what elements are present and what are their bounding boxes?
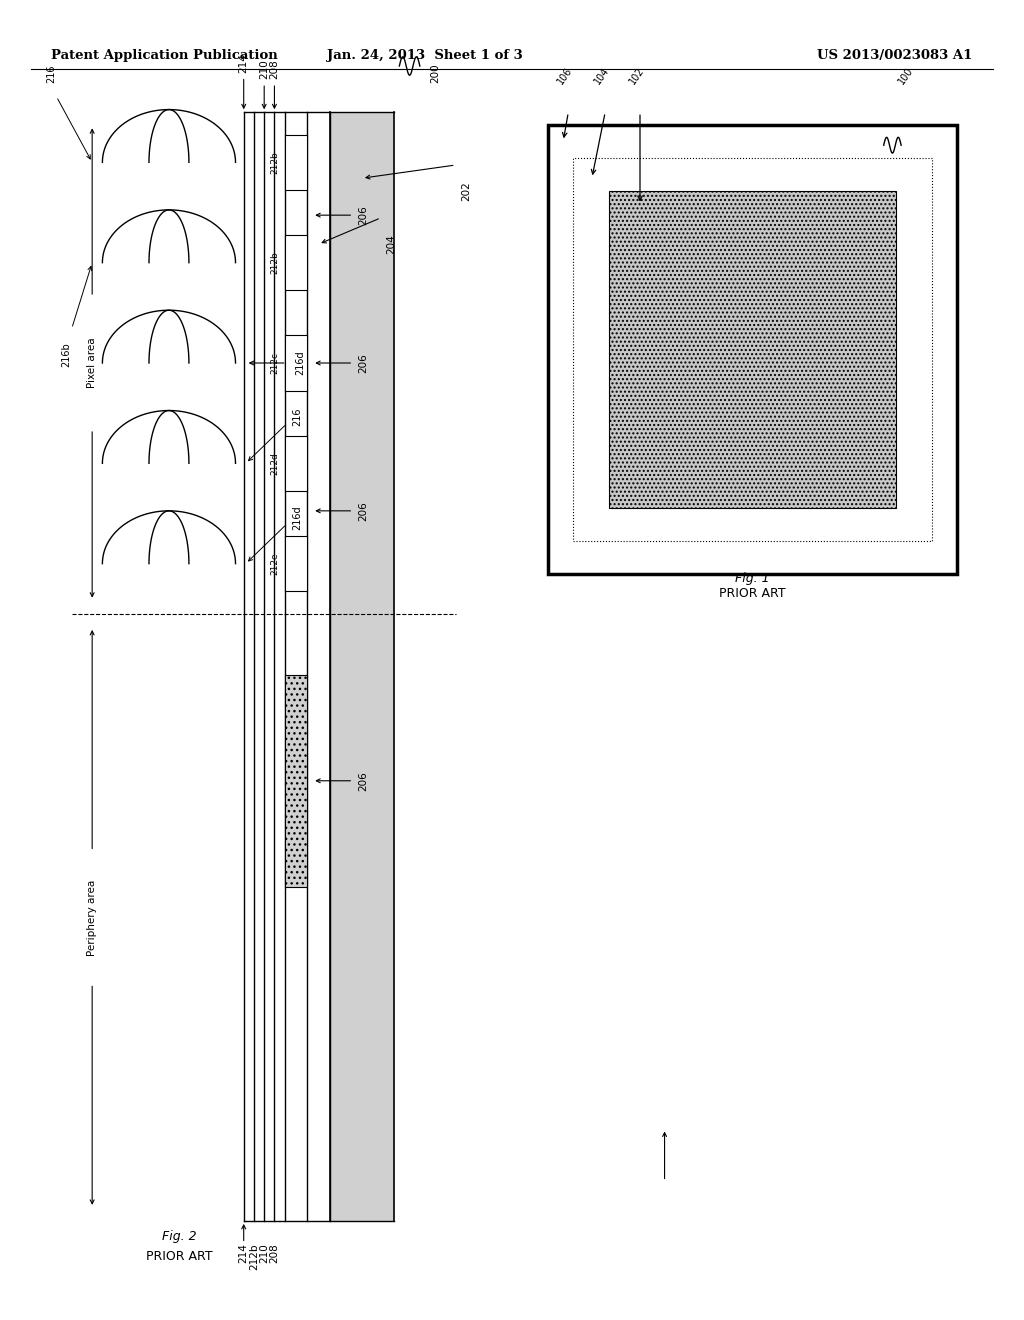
Text: 216: 216: [292, 408, 302, 426]
Text: 214: 214: [239, 1243, 249, 1263]
Text: 200: 200: [430, 63, 440, 83]
Text: 210: 210: [259, 59, 269, 79]
Bar: [285, 536, 307, 591]
Text: Pixel area: Pixel area: [87, 338, 97, 388]
Text: 212c: 212c: [270, 352, 279, 374]
Text: 206: 206: [358, 771, 369, 791]
Text: 208: 208: [269, 59, 280, 79]
Bar: [548, 125, 957, 574]
Text: 216: 216: [46, 65, 56, 83]
Bar: [285, 436, 307, 491]
Text: 212e: 212e: [270, 552, 279, 576]
Bar: [573, 158, 932, 541]
Text: 212d: 212d: [270, 451, 279, 475]
Text: Patent Application Publication: Patent Application Publication: [51, 49, 278, 62]
Text: 206: 206: [358, 502, 369, 520]
Text: Fig. 2: Fig. 2: [162, 1230, 197, 1243]
Text: 106: 106: [556, 65, 574, 86]
Text: 212b: 212b: [270, 251, 279, 275]
Text: 204: 204: [386, 235, 396, 253]
Bar: [285, 135, 307, 190]
Bar: [285, 675, 307, 887]
Text: 104: 104: [593, 65, 611, 86]
Text: 208: 208: [269, 1243, 280, 1263]
Text: 206: 206: [358, 206, 369, 224]
Text: 216d: 216d: [295, 351, 305, 375]
Bar: [285, 335, 307, 391]
Text: 212b: 212b: [270, 150, 279, 174]
Bar: [609, 191, 896, 508]
Text: 202: 202: [461, 182, 471, 201]
Text: Jan. 24, 2013  Sheet 1 of 3: Jan. 24, 2013 Sheet 1 of 3: [327, 49, 523, 62]
Text: Fig. 1: Fig. 1: [735, 572, 770, 585]
Text: 214: 214: [239, 53, 249, 73]
Bar: [285, 235, 307, 290]
Text: PRIOR ART: PRIOR ART: [719, 587, 786, 601]
Text: Periphery area: Periphery area: [87, 879, 97, 956]
Text: 216d: 216d: [292, 506, 302, 529]
Text: 206: 206: [358, 354, 369, 372]
Text: 216b: 216b: [61, 342, 72, 367]
Text: 100: 100: [897, 65, 915, 86]
Text: 212b: 212b: [249, 1243, 259, 1270]
Text: 210: 210: [259, 1243, 269, 1263]
Text: 102: 102: [628, 65, 646, 86]
Bar: [330, 112, 394, 1221]
Text: PRIOR ART: PRIOR ART: [145, 1250, 213, 1263]
Text: US 2013/0023083 A1: US 2013/0023083 A1: [817, 49, 973, 62]
